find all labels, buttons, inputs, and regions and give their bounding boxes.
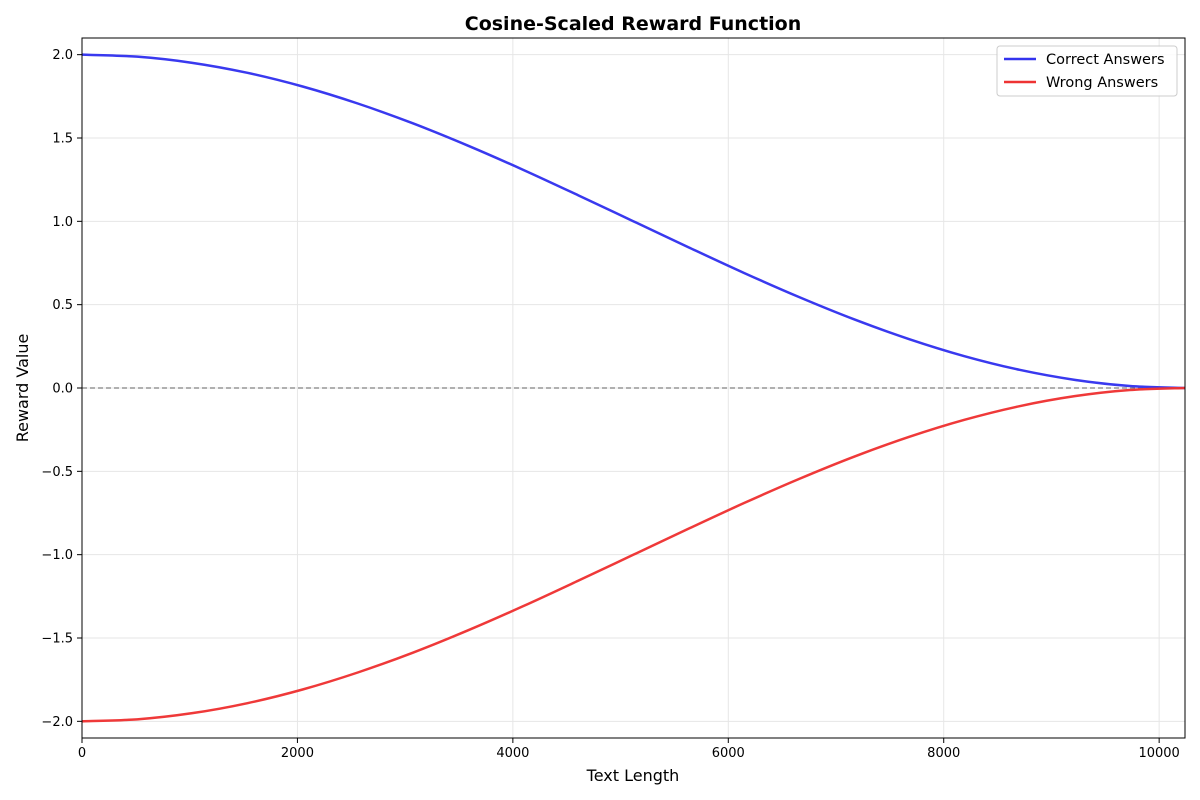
x-tick-label: 10000 [1138,746,1179,761]
y-tick-label: 0.0 [52,382,73,397]
y-axis-ticks: −2.0 −1.5 −1.0 −0.5 0.0 0.5 1.0 1.5 2.0 [41,48,82,730]
legend: Correct Answers Wrong Answers [996,45,1178,97]
x-tick-label: 8000 [927,746,960,761]
x-tick-label: 6000 [712,746,745,761]
legend-label-correct-answers: Correct Answers [1046,52,1165,68]
y-tick-label: 1.0 [52,215,73,230]
y-tick-label: −0.5 [41,465,73,480]
series-line-wrong-answers [81,386,1186,723]
x-axis-label: Text Length [586,766,680,785]
y-tick-label: −1.5 [41,632,73,647]
y-tick-label: 0.5 [52,298,73,313]
x-tick-label: 2000 [281,746,314,761]
series-lines [81,53,1186,723]
y-tick-label: 2.0 [52,48,73,63]
y-axis-label: Reward Value [13,334,32,443]
legend-box [996,45,1178,97]
y-tick-label: −2.0 [41,715,73,730]
x-tick-label: 0 [78,746,86,761]
series-line-correct-answers [81,53,1186,390]
chart-title: Cosine-Scaled Reward Function [465,13,802,35]
y-tick-label: −1.0 [41,548,73,563]
y-tick-label: 1.5 [52,132,73,147]
x-axis-ticks: 0 2000 4000 6000 8000 10000 [78,738,1180,761]
legend-label-wrong-answers: Wrong Answers [1046,75,1158,91]
x-tick-label: 4000 [496,746,529,761]
